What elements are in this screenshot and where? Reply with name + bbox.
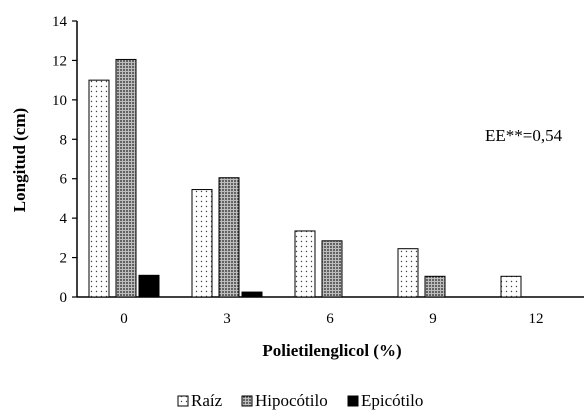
bar-raiz-12 xyxy=(500,275,522,298)
y-axis-ticks: 0 2 4 6 8 10 12 14 xyxy=(52,14,77,306)
x-tick-label: 6 xyxy=(326,311,334,327)
x-tick-label: 12 xyxy=(529,311,544,327)
bar-epicotilo-3 xyxy=(241,291,263,298)
x-tick-label: 3 xyxy=(223,311,231,327)
bar-epicotilo-0 xyxy=(138,274,160,298)
y-tick-label: 12 xyxy=(52,53,67,69)
bars xyxy=(88,58,522,298)
bar-hipocotilo-0 xyxy=(115,58,137,298)
y-tick-label: 10 xyxy=(52,93,67,109)
bar-hipocotilo-6 xyxy=(321,240,343,298)
bar-raiz-0 xyxy=(88,79,110,298)
y-tick-label: 2 xyxy=(60,251,68,267)
x-axis-label: Polietilenglicol (%) xyxy=(262,341,401,360)
legend-key-raiz xyxy=(177,395,189,407)
bar-raiz-6 xyxy=(294,230,316,298)
y-tick-label: 4 xyxy=(60,211,68,227)
y-tick-label: 6 xyxy=(60,172,68,188)
y-tick-label: 8 xyxy=(60,132,68,148)
bar-hipocotilo-9 xyxy=(424,275,446,298)
y-axis-label: Longitud (cm) xyxy=(10,108,29,212)
x-axis-ticks: 0 3 6 9 12 xyxy=(120,311,543,327)
legend-label-hipocotilo: Hipocótilo xyxy=(255,391,328,410)
x-tick-label: 0 xyxy=(120,311,128,327)
bar-hipocotilo-3 xyxy=(218,177,240,298)
legend-label-epicotilo: Epicótilo xyxy=(361,391,423,410)
ee-annotation: EE**=0,54 xyxy=(485,126,563,145)
legend: Raíz Hipocótilo Epicótilo xyxy=(177,391,423,410)
y-tick-label: 14 xyxy=(52,14,68,30)
y-tick-label: 0 xyxy=(60,290,68,306)
bar-raiz-9 xyxy=(397,248,419,298)
bar-raiz-3 xyxy=(191,189,213,298)
legend-key-epicotilo xyxy=(347,395,359,407)
legend-label-raiz: Raíz xyxy=(191,391,223,410)
legend-key-hipocotilo xyxy=(241,395,253,407)
x-tick-label: 9 xyxy=(429,311,437,327)
